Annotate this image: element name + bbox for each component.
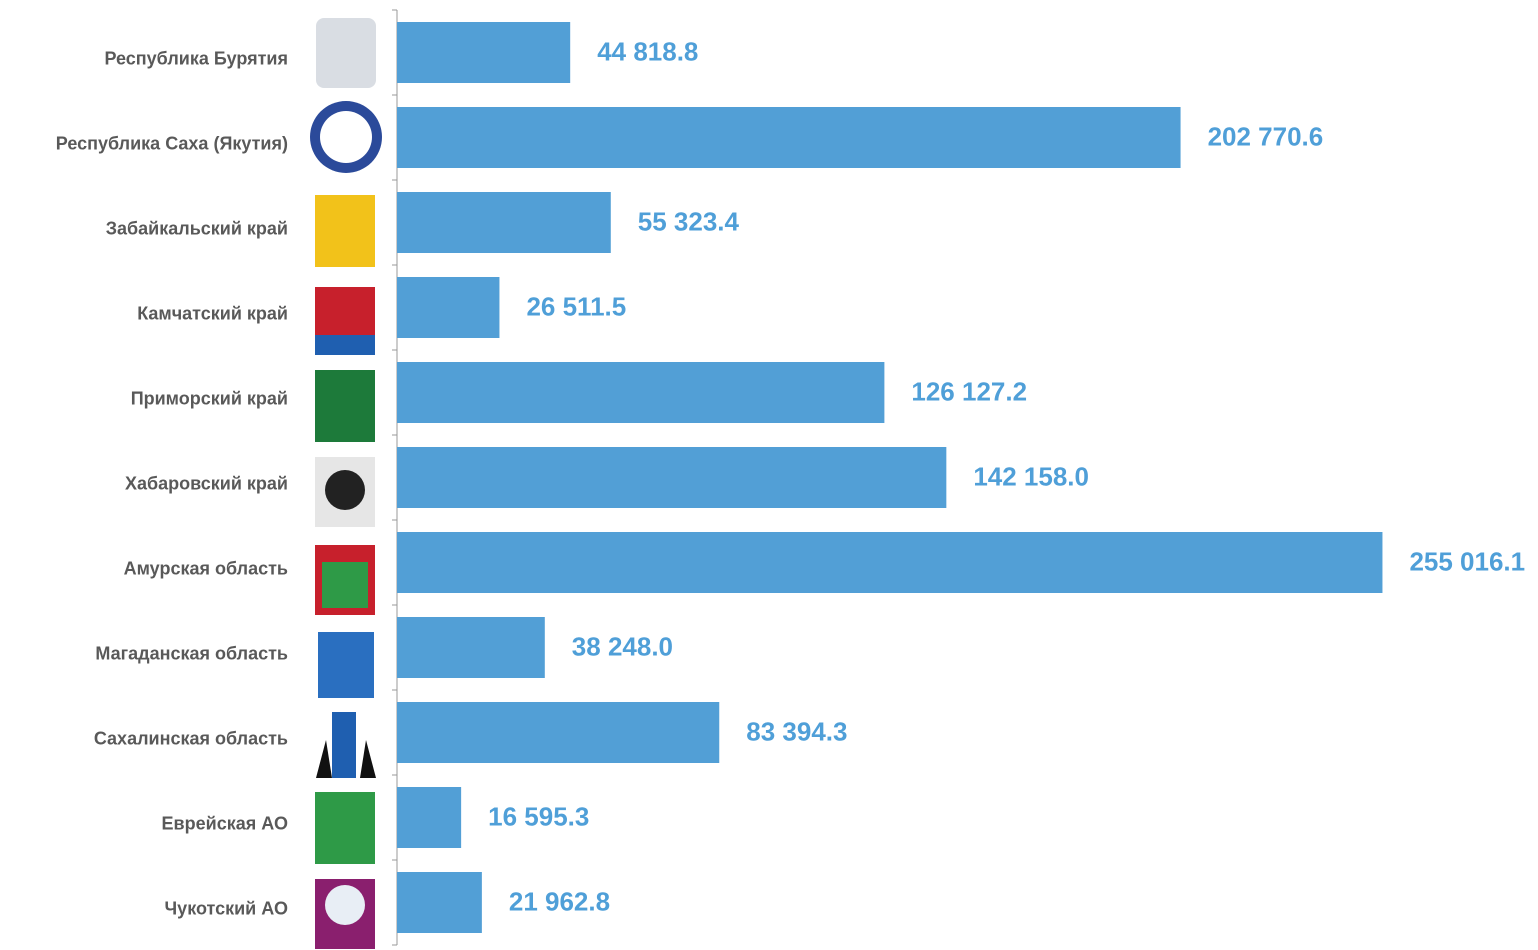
bar [397,702,720,763]
bar [397,362,885,423]
value-label: 142 158.0 [973,461,1089,491]
emblem [322,562,368,608]
value-label: 44 818.8 [597,36,698,66]
category-label: Амурская область [124,558,288,578]
category-label: Магаданская область [95,643,288,663]
emblem [325,885,365,925]
emblem [318,632,374,698]
emblem [325,470,365,510]
category-label: Хабаровский край [125,473,288,493]
emblem [316,740,332,778]
emblem [315,792,375,864]
emblem [316,18,376,88]
emblem [332,712,356,778]
bar [397,872,482,933]
value-label: 202 770.6 [1208,121,1324,151]
value-label: 126 127.2 [911,376,1027,406]
bar [397,447,947,508]
category-label: Республика Саха (Якутия) [56,133,288,153]
category-label: Забайкальский край [106,218,288,238]
bar [397,532,1383,593]
value-label: 16 595.3 [488,801,589,831]
emblem [360,740,376,778]
emblem [315,335,375,355]
bar [397,617,545,678]
category-label: Чукотский АО [165,898,288,918]
category-label: Сахалинская область [94,728,288,748]
bar [397,22,571,83]
bar [397,192,611,253]
emblem [315,370,375,442]
emblem [320,111,372,163]
category-label: Камчатский край [137,303,288,323]
emblem [315,195,375,267]
value-label: 26 511.5 [526,291,626,321]
bar [397,277,500,338]
category-label: Приморский край [131,388,288,408]
value-label: 38 248.0 [572,631,673,661]
value-label: 83 394.3 [746,716,847,746]
value-label: 21 962.8 [509,886,610,916]
value-label: 55 323.4 [638,206,740,236]
bar [397,787,462,848]
category-label: Республика Бурятия [104,48,288,68]
emblems [310,18,382,949]
bar [397,107,1181,168]
value-label: 255 016.1 [1409,546,1525,576]
category-label: Еврейская АО [162,813,288,833]
